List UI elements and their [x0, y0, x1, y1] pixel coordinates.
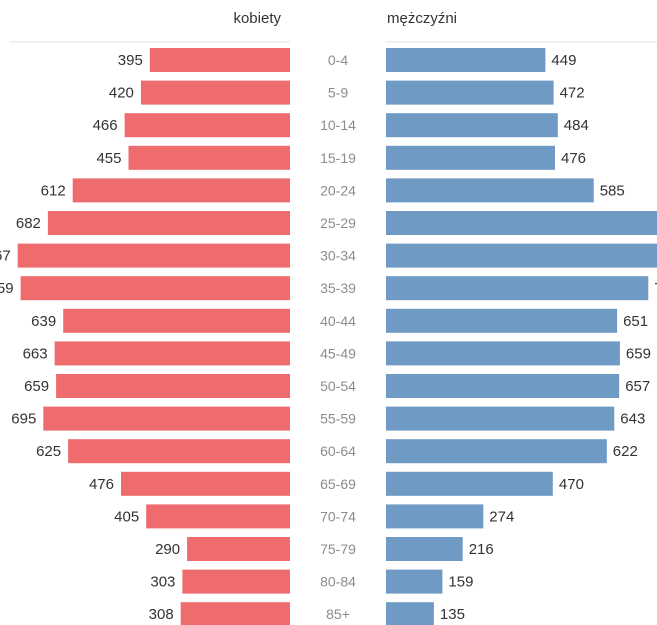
value-label-mezczyzni-35-39: 739	[654, 280, 657, 297]
age-group-label-65-69: 65-69	[320, 476, 356, 492]
age-group-label-15-19: 15-19	[320, 150, 356, 166]
value-label-mezczyzni-70-74: 274	[489, 508, 514, 525]
value-label-mezczyzni-10-14: 484	[564, 117, 589, 134]
bar-mezczyzni-60-64	[386, 439, 607, 464]
bar-mezczyzni-35-39	[386, 276, 649, 301]
bar-kobiety-55-59	[43, 406, 290, 431]
value-label-kobiety-60-64: 625	[36, 443, 61, 460]
value-label-mezczyzni-45-49: 659	[626, 345, 651, 362]
age-group-label-60-64: 60-64	[320, 443, 356, 459]
labels-layer: 395 449 0-4 420 472 5-9 466 484 10-14 455 476 15-19…	[0, 52, 657, 623]
bar-mezczyzni-85+	[386, 602, 434, 625]
value-label-kobiety-75-79: 290	[155, 541, 180, 558]
age-group-label-50-54: 50-54	[320, 378, 356, 394]
value-label-kobiety-70-74: 405	[114, 508, 139, 525]
bar-kobiety-85+	[180, 602, 290, 625]
value-label-kobiety-5-9: 420	[109, 85, 134, 102]
bar-kobiety-30-34	[17, 243, 290, 268]
bar-kobiety-15-19	[128, 145, 290, 170]
bar-kobiety-75-79	[187, 537, 290, 561]
bar-kobiety-45-49	[54, 341, 290, 366]
value-label-kobiety-15-19: 455	[96, 150, 121, 167]
age-group-label-40-44: 40-44	[320, 313, 356, 329]
header-kobiety: kobiety	[233, 10, 281, 27]
age-group-label-35-39: 35-39	[320, 280, 356, 296]
value-label-kobiety-50-54: 659	[24, 378, 49, 395]
bar-mezczyzni-45-49	[386, 341, 620, 366]
age-group-label-85+: 85+	[326, 606, 350, 622]
value-label-kobiety-0-4: 395	[118, 52, 143, 69]
bar-kobiety-80-84	[182, 569, 290, 594]
age-group-label-10-14: 10-14	[320, 117, 356, 133]
value-label-kobiety-65-69: 476	[89, 476, 114, 493]
bar-kobiety-40-44	[63, 308, 291, 333]
bar-mezczyzni-40-44	[386, 308, 618, 333]
bar-mezczyzni-55-59	[386, 406, 615, 431]
value-label-kobiety-10-14: 466	[93, 117, 118, 134]
age-group-label-30-34: 30-34	[320, 248, 356, 264]
value-label-mezczyzni-75-79: 216	[469, 541, 494, 558]
value-label-kobiety-30-34: 767	[0, 248, 11, 265]
header-mezczyzni: mężczyźni	[387, 10, 457, 27]
bar-kobiety-70-74	[146, 504, 290, 529]
bar-mezczyzni-50-54	[386, 374, 620, 398]
age-group-label-80-84: 80-84	[320, 574, 356, 590]
bar-kobiety-65-69	[121, 471, 290, 496]
bar-mezczyzni-80-84	[386, 569, 443, 594]
bar-mezczyzni-5-9	[386, 80, 554, 105]
bar-mezczyzni-75-79	[386, 537, 463, 561]
value-label-mezczyzni-85+: 135	[440, 606, 465, 623]
value-label-kobiety-80-84: 303	[150, 574, 175, 591]
age-group-label-0-4: 0-4	[328, 52, 348, 68]
bar-kobiety-0-4	[149, 48, 290, 72]
value-label-kobiety-35-39: 759	[0, 280, 14, 297]
bars-layer	[17, 48, 657, 625]
value-label-mezczyzni-65-69: 470	[559, 476, 584, 493]
value-label-mezczyzni-0-4: 449	[551, 52, 576, 69]
age-group-label-55-59: 55-59	[320, 411, 356, 427]
bar-kobiety-60-64	[68, 439, 290, 464]
age-group-label-75-79: 75-79	[320, 541, 356, 557]
value-label-mezczyzni-60-64: 622	[613, 443, 638, 460]
bar-kobiety-5-9	[140, 80, 290, 105]
value-label-mezczyzni-15-19: 476	[561, 150, 586, 167]
value-label-mezczyzni-5-9: 472	[560, 85, 585, 102]
age-group-label-5-9: 5-9	[328, 85, 348, 101]
value-label-kobiety-55-59: 695	[11, 411, 36, 428]
age-group-label-45-49: 45-49	[320, 345, 356, 361]
bar-mezczyzni-30-34	[386, 243, 657, 268]
bar-kobiety-20-24	[72, 178, 290, 203]
age-group-label-25-29: 25-29	[320, 215, 356, 231]
value-label-kobiety-25-29: 682	[16, 215, 41, 232]
bar-mezczyzni-15-19	[386, 145, 555, 170]
value-label-mezczyzni-55-59: 643	[620, 411, 645, 428]
bar-mezczyzni-10-14	[386, 113, 558, 138]
value-label-kobiety-85+: 308	[149, 606, 174, 623]
value-label-mezczyzni-40-44: 651	[623, 313, 648, 330]
value-label-mezczyzni-50-54: 657	[625, 378, 650, 395]
age-group-label-20-24: 20-24	[320, 182, 356, 198]
bar-kobiety-25-29	[47, 211, 291, 235]
value-label-kobiety-40-44: 639	[31, 313, 56, 330]
bar-mezczyzni-0-4	[386, 48, 546, 72]
value-label-mezczyzni-20-24: 585	[600, 182, 625, 199]
bar-mezczyzni-25-29	[386, 211, 657, 235]
value-label-kobiety-45-49: 663	[23, 345, 48, 362]
value-label-mezczyzni-80-84: 159	[448, 574, 473, 591]
age-group-label-70-74: 70-74	[320, 508, 356, 524]
bar-mezczyzni-70-74	[386, 504, 484, 529]
bar-kobiety-50-54	[56, 374, 290, 398]
bar-kobiety-35-39	[20, 276, 290, 301]
bar-mezczyzni-65-69	[386, 471, 553, 496]
bar-kobiety-10-14	[124, 113, 290, 138]
bar-mezczyzni-20-24	[386, 178, 594, 203]
value-label-kobiety-20-24: 612	[41, 182, 66, 199]
